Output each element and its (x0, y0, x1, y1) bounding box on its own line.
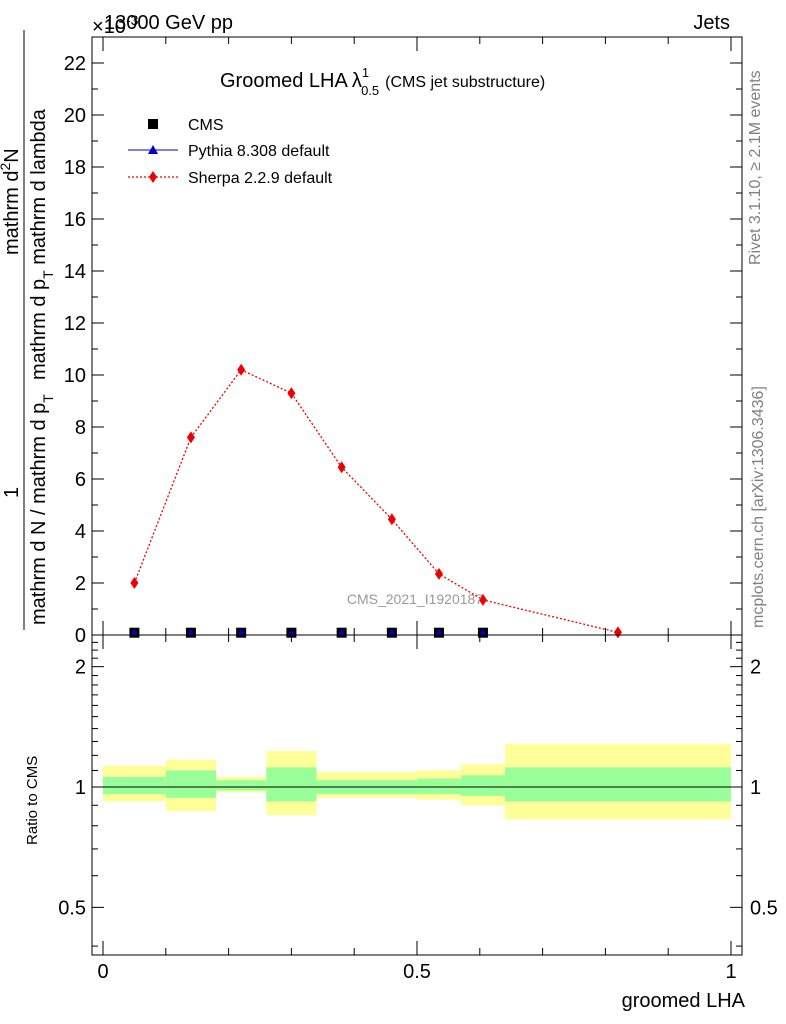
legend-pythia-marker (148, 145, 158, 154)
side-text-bottom: mcplots.cern.ch [arXiv:1306.3436] (750, 386, 767, 628)
y-label-num: mathrm d2N (0, 148, 23, 255)
ratio-y-tick-label: 2 (75, 657, 86, 679)
watermark: CMS_2021_I1920187 (347, 591, 483, 607)
side-text-top: Rivet 3.1.10, ≥ 2.1M events (747, 70, 764, 265)
ratio-inner-band (165, 770, 217, 798)
sherpa-point (434, 567, 443, 580)
x-tick-label: 1 (725, 961, 736, 983)
x-tick-label: 0 (97, 961, 108, 983)
main-y-tick-label: 2 (75, 573, 86, 595)
ratio-inner-band (417, 778, 461, 795)
legend-sherpa-label: Sherpa 2.2.9 default (188, 170, 333, 187)
legend-sherpa-marker (149, 171, 157, 183)
pythia-point (186, 628, 195, 636)
main-y-tick-label: 0 (75, 625, 86, 647)
main-y-tick-label: 16 (64, 209, 86, 231)
pythia-point (434, 628, 443, 636)
chart-title: Groomed LHA λ1 0.5 (CMS jet substructure) (220, 65, 545, 98)
legend-item-cms: CMS (148, 117, 224, 134)
ratio-inner-band (216, 780, 267, 791)
main-y-tick-label: 10 (64, 365, 86, 387)
ratio-y-tick-label-right: 0.5 (750, 897, 778, 919)
ratio-inner-band (460, 775, 505, 796)
y-exponent: ×10-3 (92, 12, 139, 38)
header-left: 13000 GeV pp (104, 12, 233, 34)
legend-cms-label: CMS (188, 117, 224, 134)
pythia-point (478, 628, 487, 636)
main-y-tick-label: 6 (75, 469, 86, 491)
ratio-y-tick-label: 1 (75, 777, 86, 799)
main-y-tick-label: 14 (64, 261, 86, 283)
main-y-tick-label: 18 (64, 157, 86, 179)
main-y-ticks: 0 2 4 6 8 10 12 14 16 18 20 22 (64, 53, 742, 647)
main-y-label: 1 mathrm d N / mathrm d pT mathrm d2N ma… (0, 30, 56, 630)
main-y-tick-label: 22 (64, 53, 86, 75)
sherpa-point (613, 626, 622, 639)
ratio-y-tick-label: 0.5 (58, 897, 86, 919)
ratio-inner-band (266, 767, 317, 802)
header-right: Jets (693, 12, 730, 34)
ratio-panel: 0.5 0.51 12 2 0 0.5 1 Ratio to CMS groomed LH… (24, 37, 778, 1012)
legend-cms-marker (148, 119, 158, 129)
ratio-x-ticks: 0 0.5 1 (97, 37, 737, 983)
ratio-bands (103, 744, 731, 820)
legend-pythia-label: Pythia 8.308 default (188, 143, 330, 160)
legend-item-pythia: Pythia 8.308 default (128, 143, 330, 160)
main-y-tick-label: 12 (64, 313, 86, 335)
pythia-point (387, 628, 396, 636)
pythia-point (337, 628, 346, 636)
sherpa-point (237, 363, 246, 376)
sherpa-point (387, 513, 396, 526)
sherpa-point (130, 577, 139, 589)
sherpa-point (287, 387, 296, 400)
pythia-point (130, 628, 139, 636)
legend-item-sherpa: Sherpa 2.2.9 default (128, 170, 333, 187)
ratio-inner-band (103, 776, 166, 795)
x-axis-label: groomed LHA (622, 990, 746, 1012)
sherpa-point (337, 461, 346, 474)
y-label-pre-den: mathrm d N / mathrm d pT (28, 394, 56, 625)
main-y-tick-label: 20 (64, 105, 86, 127)
y-label-den: mathrm d pT mathrm d lambda (28, 108, 56, 380)
main-panel: 0 2 4 6 8 10 12 14 16 18 20 22 CMS_2021_I1920187 Gr… (0, 30, 743, 647)
main-y-tick-label: 8 (75, 417, 86, 439)
ratio-y-tick-label-right: 1 (750, 777, 761, 799)
sherpa-point (478, 593, 487, 606)
y-label-pre-num: 1 (1, 487, 23, 498)
pythia-point (237, 628, 246, 636)
sherpa-point (186, 431, 195, 444)
main-markers (129, 363, 622, 639)
ratio-inner-band (504, 767, 731, 802)
main-y-tick-label: 4 (75, 521, 86, 543)
ratio-y-tick-label-right: 2 (750, 657, 761, 679)
ratio-y-ticks: 0.5 0.5 1 1 2 2 (58, 641, 778, 947)
legend: CMS Pythia 8.308 default Sherpa 2.2.9 de… (128, 117, 333, 187)
ratio-y-label: Ratio to CMS (24, 756, 41, 845)
x-tick-label: 0.5 (403, 961, 431, 983)
